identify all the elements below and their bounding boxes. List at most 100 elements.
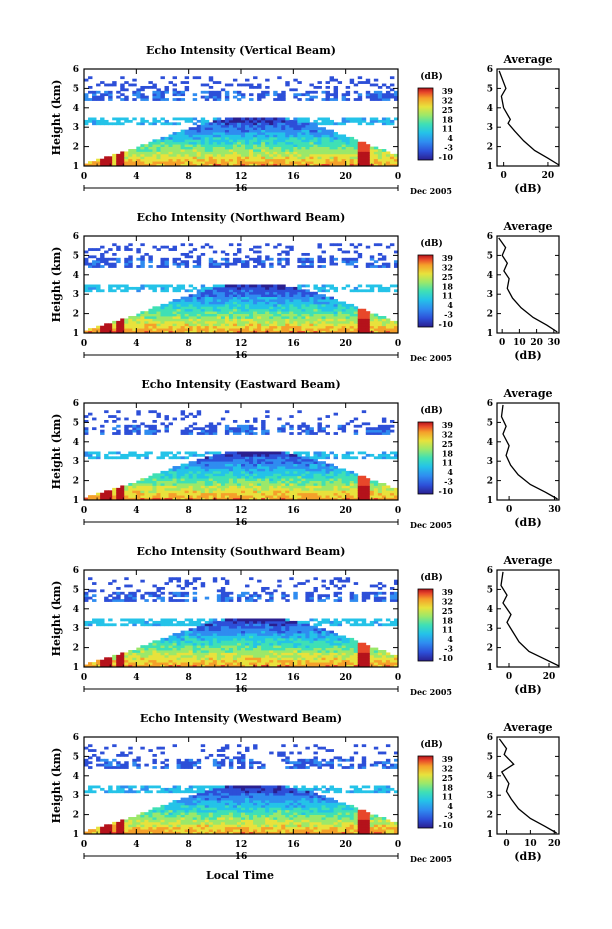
heatmap-cell [144, 284, 149, 288]
heatmap-cell [208, 311, 214, 314]
heatmap-cell [325, 95, 330, 99]
heatmap-cell [301, 303, 306, 307]
heatmap-cell [245, 487, 250, 491]
heatmap-cell [293, 320, 298, 324]
heatmap-cell [200, 127, 206, 131]
heatmap-cell [88, 255, 93, 259]
heatmap-cell [156, 119, 161, 123]
heatmap-cell [184, 141, 190, 145]
heatmap-cell [357, 480, 363, 484]
heatmap-cell [297, 451, 302, 455]
heatmap-cell [136, 412, 141, 416]
heatmap-cell [357, 330, 363, 334]
heatmap-cell [184, 579, 190, 583]
heatmap-cell [220, 417, 226, 421]
heatmap-cell [148, 163, 153, 167]
heatmap-cell [184, 637, 190, 641]
average-frame [496, 68, 560, 167]
heatmap-cell [200, 659, 206, 663]
heatmap-cell [176, 475, 182, 479]
heatmap-cell [100, 257, 105, 261]
heatmap-cell [277, 124, 282, 128]
heatmap-cell [273, 461, 278, 465]
heatmap-cell [365, 95, 371, 99]
heatmap-cell [212, 294, 218, 298]
heatmap-cell [333, 320, 339, 324]
heatmap-cell [297, 132, 302, 135]
heatmap-cell [88, 596, 93, 600]
heatmap-cell [236, 490, 242, 494]
heatmap-cell [112, 427, 117, 431]
heatmap-cell [309, 257, 314, 261]
heatmap-cell [253, 458, 258, 462]
heatmap-cell [204, 490, 210, 494]
heatmap-cell [273, 124, 278, 128]
heatmap-cell [265, 141, 270, 145]
heatmap-cell [232, 323, 238, 327]
x-tick-label: 4 [133, 506, 139, 516]
heatmap-cell [361, 151, 367, 155]
heatmap-cell [353, 158, 359, 162]
heatmap-cell [236, 429, 242, 433]
heatmap-cell [144, 495, 149, 498]
heatmap-cell [196, 289, 202, 293]
heatmap-cell [204, 153, 210, 157]
heatmap-cell [172, 151, 177, 155]
heatmap-cell [325, 158, 330, 162]
heatmap-cell [232, 122, 238, 126]
heatmap-cell [84, 286, 89, 290]
heatmap-cell [357, 451, 363, 455]
heatmap-cell [317, 320, 322, 324]
heatmap-cell [273, 497, 278, 501]
heatmap-cell [144, 252, 149, 256]
heatmap-cell [289, 485, 294, 489]
heatmap-cell [265, 144, 270, 147]
heatmap-cell [172, 134, 177, 138]
heatmap-cell [281, 129, 286, 133]
heatmap-cell [253, 124, 258, 128]
heatmap-cell [245, 492, 250, 496]
heatmap-cell [365, 245, 371, 249]
heatmap-cell [172, 301, 177, 305]
heatmap-cell [88, 85, 93, 89]
heatmap-cell [124, 453, 129, 457]
heatmap-cell [204, 158, 210, 162]
heatmap-cell [281, 306, 286, 310]
heatmap-cell [289, 483, 294, 486]
heatmap-cell [204, 151, 210, 155]
heatmap-cell [277, 495, 282, 498]
colorbar [417, 254, 434, 328]
heatmap-cell [172, 478, 177, 481]
heatmap-cell [305, 492, 310, 496]
heatmap-cell [329, 260, 334, 264]
heatmap-cell [341, 146, 347, 150]
heatmap-cell [297, 119, 302, 123]
heatmap-cell [337, 325, 343, 329]
heatmap-cell [341, 470, 347, 474]
heatmap-cell [245, 136, 250, 140]
heatmap-cell [160, 652, 165, 656]
heatmap-cell [180, 132, 186, 135]
heatmap-cell [144, 313, 149, 317]
heatmap-cell [116, 161, 121, 164]
heatmap-cell [216, 463, 222, 467]
heatmap-cell [180, 316, 186, 319]
heatmap-cell [241, 320, 246, 324]
heatmap-cell [224, 141, 230, 145]
heatmap-cell [132, 497, 137, 501]
heatmap-cell [305, 124, 310, 128]
heatmap-cell [116, 594, 121, 598]
heatmap-cell [136, 330, 141, 334]
heatmap-cell [152, 308, 157, 312]
heatmap-cell [100, 93, 105, 97]
heatmap-cell [136, 149, 141, 152]
heatmap-cell [192, 132, 198, 135]
heatmap-cell [132, 424, 137, 428]
heatmap-cell [353, 483, 359, 486]
heatmap-cell [345, 149, 351, 152]
heatmap-cell [216, 451, 222, 455]
heatmap-cell [261, 453, 266, 457]
heatmap-cell [236, 93, 242, 97]
heatmap-cell [168, 323, 173, 327]
heatmap-cell [241, 95, 246, 99]
